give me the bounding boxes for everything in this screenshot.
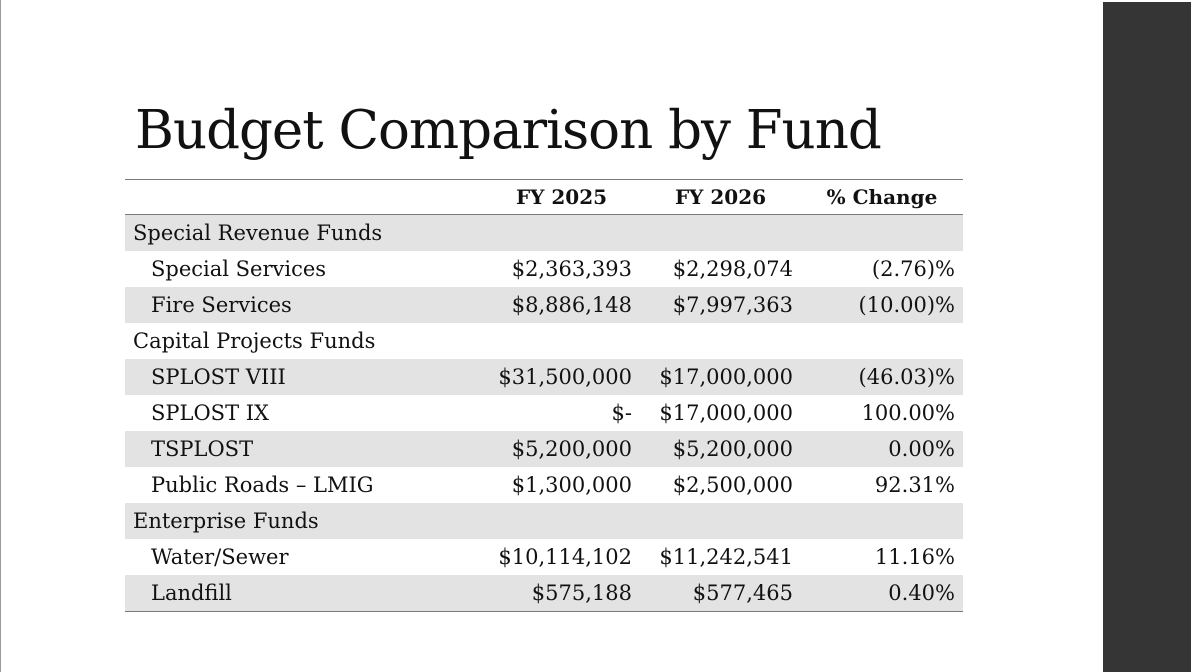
header-fy2026: FY 2026 bbox=[640, 179, 801, 215]
table-row: SPLOST VIII $31,500,000 $17,000,000 (46.… bbox=[125, 358, 963, 395]
fy2025-value: $575,188 bbox=[483, 575, 640, 613]
table-row: Public Roads – LMIG $1,300,000 $2,500,00… bbox=[125, 467, 963, 503]
fund-label: Special Services bbox=[151, 256, 327, 281]
fy2025-value: $1,300,000 bbox=[511, 473, 632, 498]
percent-change-value bbox=[801, 214, 963, 251]
fy2025-value bbox=[483, 214, 640, 251]
table-row: TSPLOST $5,200,000 $5,200,000 0.00% bbox=[125, 431, 963, 468]
slide-title: Budget Comparison by Fund bbox=[135, 100, 882, 161]
section-label: Special Revenue Funds bbox=[125, 214, 483, 251]
fy2026-value bbox=[640, 214, 801, 251]
table-row: Water/Sewer $10,114,102 $11,242,541 11.1… bbox=[125, 539, 963, 575]
percent-change-value: (46.03)% bbox=[801, 358, 963, 395]
fund-label: Fire Services bbox=[125, 286, 483, 323]
fy2026-value: $17,000,000 bbox=[640, 358, 801, 395]
budget-comparison-table: FY 2025 FY 2026 % Change Special Revenue… bbox=[125, 179, 963, 613]
percent-change-value: 100.00% bbox=[861, 401, 955, 426]
table-row: Landfill $575,188 $577,465 0.40% bbox=[125, 575, 963, 613]
budget-table-container: FY 2025 FY 2026 % Change Special Revenue… bbox=[125, 179, 963, 613]
table-row: Capital Projects Funds bbox=[125, 323, 963, 359]
percent-change-value bbox=[801, 503, 963, 540]
fund-label: TSPLOST bbox=[125, 431, 483, 468]
fy2025-value: $31,500,000 bbox=[483, 358, 640, 395]
fund-label: Landfill bbox=[125, 575, 483, 613]
fund-label: SPLOST VIII bbox=[125, 358, 483, 395]
fy2026-value: $2,500,000 bbox=[672, 473, 793, 498]
section-label: Enterprise Funds bbox=[125, 503, 483, 540]
percent-change-value: 92.31% bbox=[874, 473, 955, 498]
fy2025-value: $8,886,148 bbox=[483, 286, 640, 323]
fy2025-value: $10,114,102 bbox=[498, 545, 632, 570]
percent-change-value: (2.76)% bbox=[871, 256, 955, 281]
section-label: Capital Projects Funds bbox=[133, 328, 376, 353]
table-row: Special Services $2,363,393 $2,298,074 (… bbox=[125, 251, 963, 287]
header-percent-change: % Change bbox=[801, 179, 963, 215]
fy2025-value: $5,200,000 bbox=[483, 431, 640, 468]
fy2026-value: $17,000,000 bbox=[659, 401, 793, 426]
fy2026-value: $7,997,363 bbox=[640, 286, 801, 323]
percent-change-value: 0.40% bbox=[801, 575, 963, 613]
fy2026-value: $5,200,000 bbox=[640, 431, 801, 468]
fy2026-value: $577,465 bbox=[640, 575, 801, 613]
fy2026-value bbox=[640, 323, 801, 359]
percent-change-value bbox=[801, 323, 963, 359]
table-row: Fire Services $8,886,148 $7,997,363 (10.… bbox=[125, 286, 963, 323]
percent-change-value: 11.16% bbox=[874, 545, 955, 570]
fy2026-value bbox=[640, 503, 801, 540]
side-band-decoration bbox=[1103, 0, 1191, 672]
header-fund bbox=[125, 179, 483, 215]
table-row: SPLOST IX $- $17,000,000 100.00% bbox=[125, 395, 963, 431]
header-fy2025: FY 2025 bbox=[483, 179, 640, 215]
table-header-row: FY 2025 FY 2026 % Change bbox=[125, 179, 963, 215]
percent-change-value: (10.00)% bbox=[801, 286, 963, 323]
fund-label: SPLOST IX bbox=[151, 401, 269, 426]
fund-label: Public Roads – LMIG bbox=[151, 473, 374, 498]
percent-change-value: 0.00% bbox=[801, 431, 963, 468]
table-row: Special Revenue Funds bbox=[125, 214, 963, 251]
fy2026-value: $11,242,541 bbox=[659, 545, 793, 570]
fy2025-value bbox=[483, 503, 640, 540]
fy2025-value bbox=[483, 323, 640, 359]
fund-label: Water/Sewer bbox=[151, 545, 289, 570]
fy2026-value: $2,298,074 bbox=[672, 256, 793, 281]
fy2025-value: $- bbox=[611, 401, 632, 426]
fy2025-value: $2,363,393 bbox=[511, 256, 632, 281]
table-row: Enterprise Funds bbox=[125, 503, 963, 540]
